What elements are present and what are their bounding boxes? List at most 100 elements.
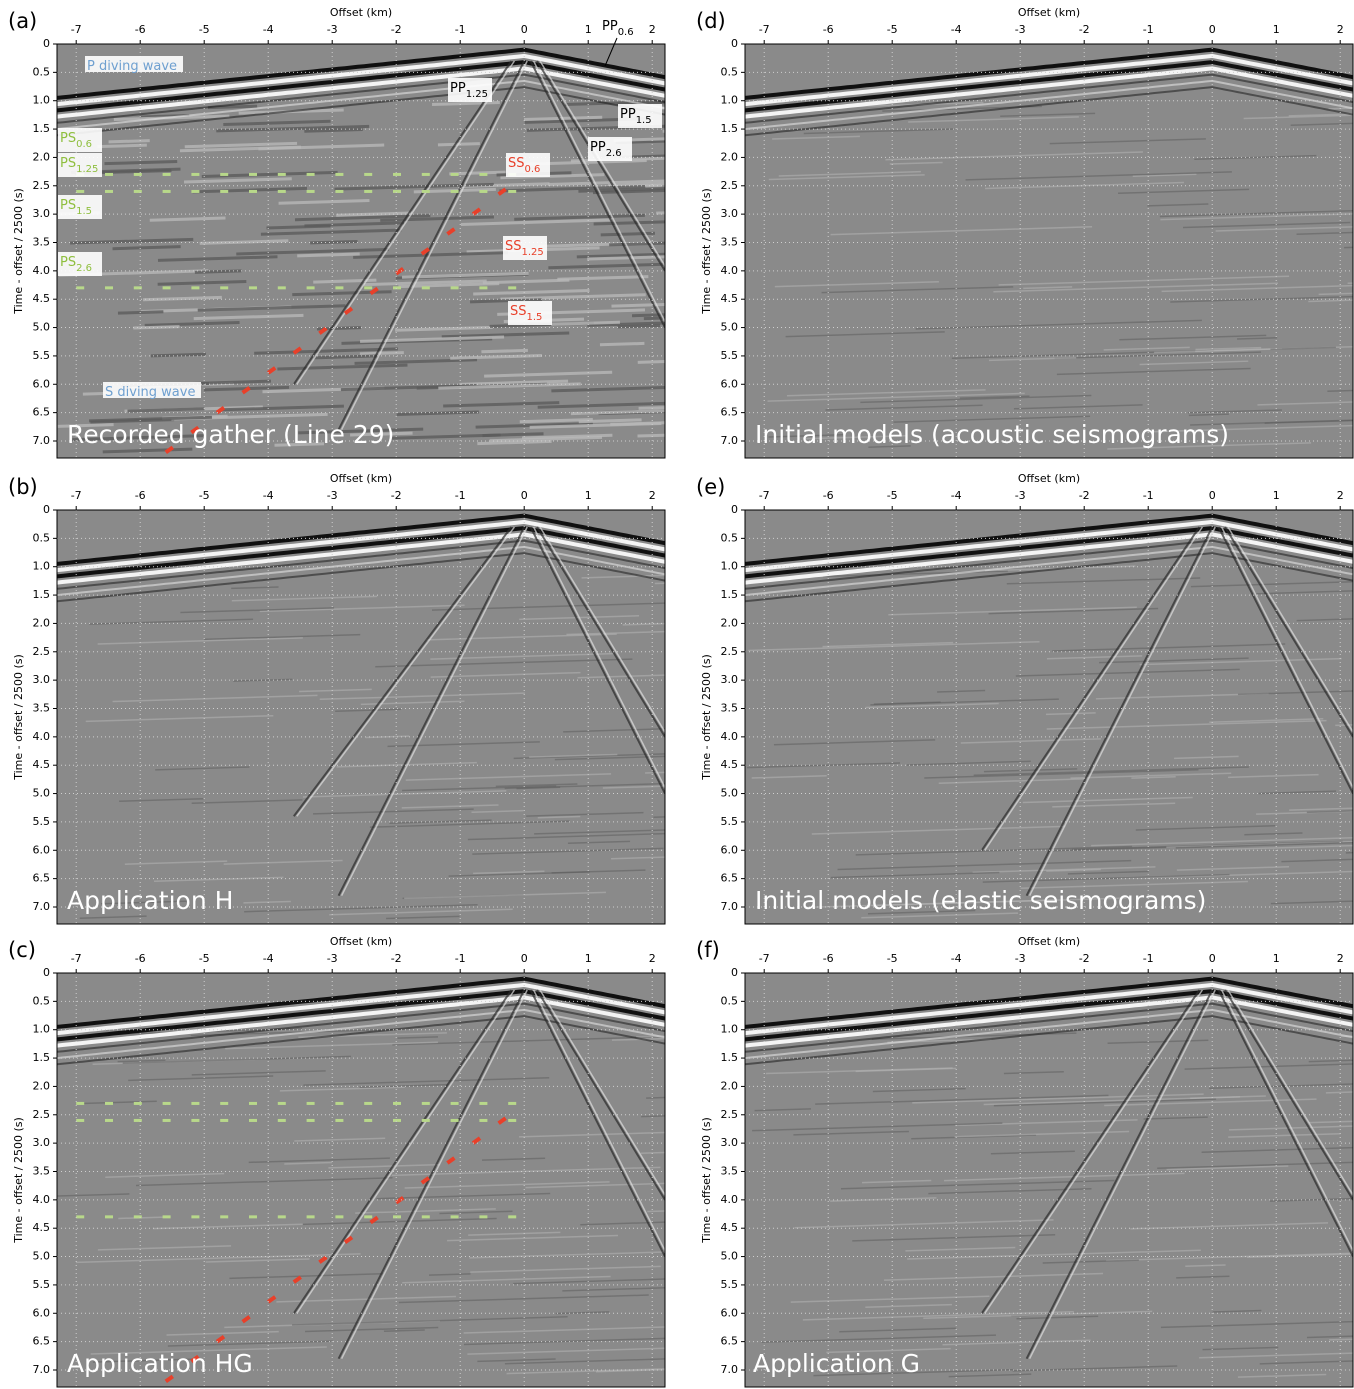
annotation: PP1.25	[450, 81, 488, 101]
annotation-text: PP	[590, 140, 606, 155]
texture	[1256, 810, 1353, 815]
converted-wave	[337, 526, 526, 897]
converted-wave	[536, 60, 665, 272]
texture	[804, 434, 906, 440]
texture	[1244, 832, 1303, 836]
texture	[1160, 1320, 1353, 1329]
wavefront	[57, 1002, 665, 1053]
converted-wave	[539, 526, 665, 734]
panel-caption: Application HG	[67, 1349, 253, 1378]
texture	[872, 1087, 966, 1093]
annotation-box	[58, 195, 102, 219]
texture	[554, 755, 665, 761]
panel-label: (e)	[696, 475, 725, 499]
texture	[778, 170, 921, 177]
texture	[260, 228, 402, 236]
converted-wave	[529, 60, 665, 329]
texture	[429, 1273, 471, 1276]
annotation: PP2.6	[590, 140, 622, 160]
texture	[1099, 657, 1249, 664]
pick-marker	[318, 1255, 328, 1264]
texture	[577, 674, 665, 679]
panel: -7 -6 -5 -4 -3 -2 -1 0 1 2 0 0.5 1.0 1.5 2.0 2.5 3.0 3.5 4…	[696, 472, 1354, 925]
y-tick-label: 4.5	[721, 292, 739, 305]
y-tick-label: 6.0	[721, 377, 739, 390]
texture	[112, 245, 181, 251]
texture	[840, 1179, 1115, 1190]
texture	[593, 220, 665, 226]
x-tick-label: -2	[391, 489, 402, 502]
pick-marker	[215, 1335, 226, 1344]
texture	[150, 352, 207, 358]
annotation: SS1.5	[510, 304, 542, 324]
y-tick-label: 2.5	[721, 179, 739, 192]
texture	[513, 1278, 665, 1285]
texture	[578, 187, 665, 193]
panel: -7 -6 -5 -4 -3 -2 -1 0 1 2 0 0.5 1.0 1.5 2.0 2.5 3.0 3.5 4…	[8, 472, 666, 925]
texture	[157, 255, 278, 262]
wavefront	[57, 1008, 665, 1060]
texture	[1190, 581, 1353, 588]
y-tick-label: 0.5	[721, 994, 739, 1007]
x-axis-title: Offset (km)	[1018, 472, 1080, 485]
converted-wave	[536, 989, 665, 1201]
y-tick-label: 1.0	[721, 560, 739, 573]
texture	[57, 1193, 130, 1197]
texture	[119, 797, 204, 803]
converted-wave	[1028, 526, 1216, 896]
texture	[184, 141, 298, 149]
texture	[484, 370, 613, 378]
x-tick-label: -3	[327, 952, 338, 965]
x-tick-label: 1	[585, 23, 592, 36]
annotation-box	[448, 78, 492, 102]
texture	[534, 829, 665, 835]
texture	[631, 313, 665, 318]
texture	[839, 1327, 956, 1333]
texture	[942, 1339, 1091, 1346]
converted-wave	[539, 60, 665, 268]
texture	[154, 876, 284, 882]
texture	[223, 119, 331, 127]
y-tick-label: 3.5	[33, 235, 51, 248]
x-tick-label: -4	[951, 489, 962, 502]
annotation-box	[85, 56, 183, 72]
texture	[906, 760, 1031, 766]
texture	[1067, 870, 1149, 875]
converted-wave	[296, 989, 516, 1314]
pick-marker	[215, 406, 226, 415]
converted-wave	[984, 989, 1204, 1314]
converted-wave	[984, 526, 1204, 851]
texture	[985, 181, 1184, 190]
y-axis-title: Time - offset / 2500 (s)	[700, 654, 713, 781]
x-tick-label: -3	[327, 489, 338, 502]
texture	[522, 433, 613, 440]
texture	[391, 1166, 661, 1177]
x-tick-label: 1	[585, 952, 592, 965]
texture	[587, 255, 665, 261]
seismic-image	[57, 510, 665, 924]
annotation-text: SS	[508, 156, 525, 171]
x-axis-title: Offset (km)	[330, 6, 392, 19]
pick-marker	[497, 187, 507, 196]
y-tick-label: 0	[731, 37, 738, 50]
annotation-subscript: 0.6	[525, 164, 541, 175]
y-tick-label: 7.0	[33, 900, 51, 913]
wavefront	[57, 73, 665, 124]
texture	[1023, 286, 1073, 290]
x-tick-label: -6	[135, 952, 146, 965]
y-axis-title: Time - offset / 2500 (s)	[700, 188, 713, 315]
y-tick-label: 3.0	[33, 673, 51, 686]
y-tick-label: 3.0	[33, 207, 51, 220]
pick-marker	[343, 306, 354, 316]
texture	[602, 785, 665, 789]
texture	[127, 407, 205, 413]
pick-marker	[369, 1215, 379, 1225]
y-tick-label: 2.5	[33, 1108, 51, 1121]
pick-marker	[471, 1136, 482, 1145]
texture	[547, 179, 665, 187]
texture	[259, 604, 465, 613]
texture	[551, 320, 620, 326]
wavefront	[57, 66, 665, 119]
texture	[204, 633, 361, 641]
